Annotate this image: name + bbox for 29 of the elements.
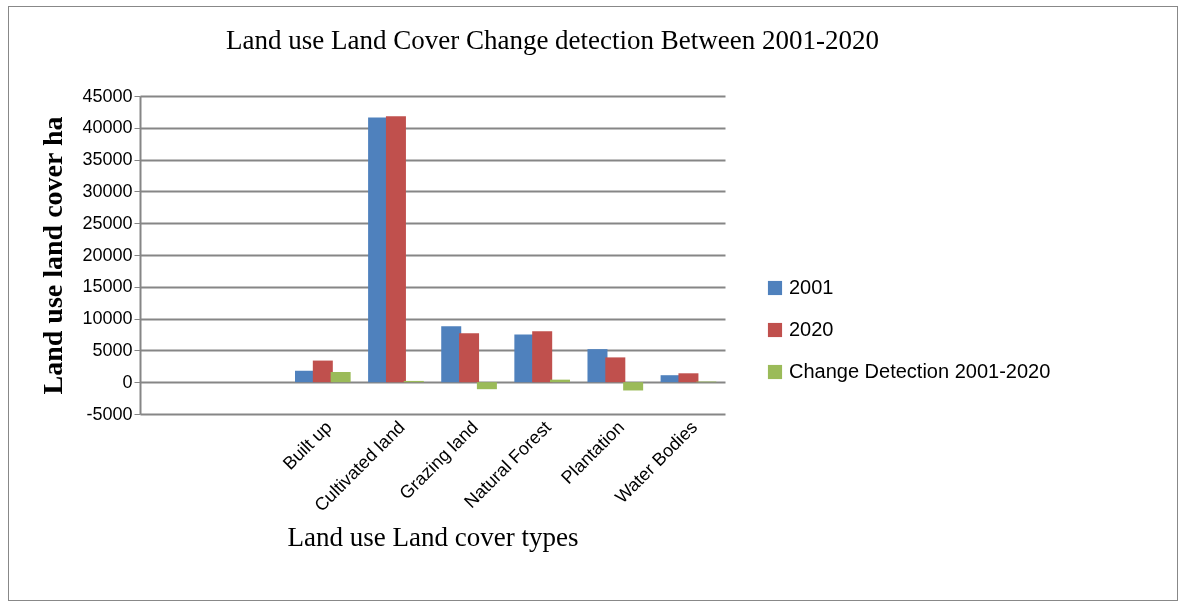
bar — [459, 333, 480, 383]
bar — [605, 357, 626, 383]
y-tick-label: -5000 — [86, 403, 133, 424]
y-tick-label: 10000 — [82, 308, 133, 329]
bar — [368, 117, 389, 383]
bar — [385, 116, 406, 383]
legend-label: 2001 — [789, 276, 834, 298]
bar — [312, 360, 333, 383]
y-tick-label: 30000 — [82, 180, 133, 201]
legend-label: Change Detection 2001-2020 — [789, 360, 1051, 382]
y-tick-label: 5000 — [92, 339, 133, 360]
bar — [330, 372, 351, 383]
y-tick-label: 45000 — [82, 85, 133, 106]
bar — [623, 382, 644, 391]
bar — [476, 382, 497, 390]
x-axis-title: Land use Land cover types — [287, 522, 579, 553]
legend-label: 2020 — [789, 318, 834, 340]
y-tick-label: 35000 — [82, 149, 133, 170]
bar — [678, 373, 699, 383]
y-tick-label: 0 — [122, 371, 133, 392]
y-tick-label: 25000 — [82, 212, 133, 233]
chart-title: Land use Land Cover Change detection Between 2001-2020 — [225, 25, 880, 55]
bar — [441, 326, 462, 383]
y-tick-label: 40000 — [82, 117, 133, 138]
y-tick-label: 20000 — [82, 244, 133, 265]
y-tick-label: 15000 — [82, 276, 133, 297]
bar — [532, 331, 553, 383]
bar — [587, 349, 608, 383]
y-axis-title: Land use land cover ha — [37, 116, 69, 395]
